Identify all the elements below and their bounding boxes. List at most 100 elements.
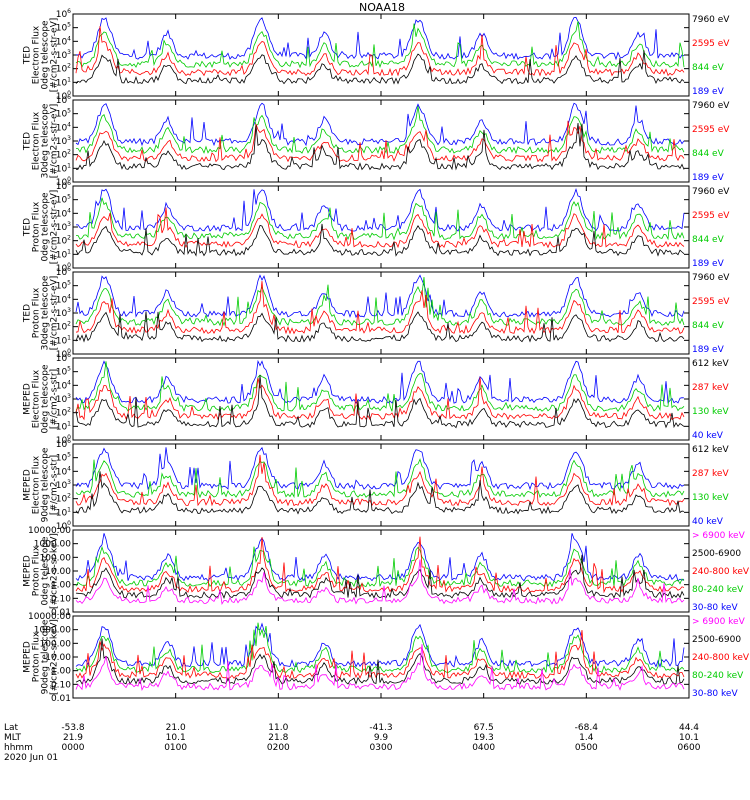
legend-entry: 287 keV — [692, 469, 729, 479]
legend-entry: 2595 eV — [692, 297, 730, 307]
series-blue-trace — [75, 359, 685, 404]
series-black-trace — [75, 471, 685, 515]
series-red-trace — [75, 120, 685, 163]
legend-entry: 287 keV — [692, 383, 729, 393]
x-tick-label-mlt: 9.9 — [374, 733, 389, 743]
legend-entry: 2595 eV — [692, 39, 730, 49]
legend-entry: 7960 eV — [692, 101, 730, 111]
y-tick-label: 0.10 — [51, 594, 71, 604]
series-blue-trace — [75, 622, 685, 669]
series-black-trace — [75, 122, 685, 171]
legend-entry: > 6900 keV — [692, 617, 746, 627]
legend-entry: 80-240 keV — [692, 671, 744, 681]
series-blue-trace — [75, 16, 685, 61]
series-red-trace — [75, 377, 685, 421]
panel-frame — [72, 185, 690, 269]
series-red-trace — [75, 454, 685, 507]
y-tick-label: 100.00 — [40, 553, 72, 563]
series-green-trace — [75, 622, 685, 674]
legend-entry: 30-80 keV — [692, 603, 738, 613]
x-row-label: MLT — [4, 733, 22, 743]
x-tick-label-hhmm: 0600 — [678, 743, 701, 753]
y-tick-label: 10000.00 — [28, 612, 71, 622]
legend-entry: 2595 eV — [692, 211, 730, 221]
x-tick-label-lat: 67.5 — [474, 723, 494, 733]
legend-entry: 240-800 keV — [692, 567, 750, 577]
x-tick-label-mlt: 10.1 — [166, 733, 186, 743]
legend-entry: 2500-6900 — [692, 635, 741, 645]
x-row-label: 2020 Jun 01 — [4, 753, 58, 763]
legend-entry: 844 eV — [692, 63, 725, 73]
legend-entry: 189 eV — [692, 173, 725, 183]
x-tick-label-mlt: 10.1 — [679, 733, 699, 743]
y-axis-label: MEPEDProton Flux0deg telescope[#/cm2-s-s… — [23, 533, 60, 609]
legend-entry: 612 keV — [692, 359, 729, 369]
series-green-trace — [75, 277, 685, 327]
x-tick-label-hhmm: 0300 — [370, 743, 393, 753]
legend-entry: 189 eV — [692, 259, 725, 269]
series-red-trace — [75, 536, 685, 594]
legend-entry: 844 eV — [692, 149, 725, 159]
y-axis-label: TEDElectron Flux30deg telescope[#/cm2-s-… — [23, 103, 60, 178]
legend-entry: 240-800 keV — [692, 653, 750, 663]
x-tick-label-hhmm: 0500 — [575, 743, 598, 753]
series-red-trace — [75, 26, 685, 77]
y-tick-label: 106 — [56, 438, 71, 450]
panel-frame — [72, 13, 690, 97]
series-blue-trace — [75, 446, 685, 491]
y-tick-label: 0.01 — [51, 608, 71, 618]
series-green-trace — [75, 361, 685, 413]
y-axis-label: TEDElectron Flux0deg telescope[#/cm2-s-s… — [23, 18, 60, 93]
series-green-trace — [75, 545, 685, 588]
y-axis-label: MEPEDElectron Flux90deg telescope[#/cm2-… — [23, 447, 60, 522]
legend-entry: 612 keV — [692, 445, 729, 455]
y-tick-label: 106 — [56, 352, 71, 364]
y-tick-label: 1.00 — [51, 667, 71, 677]
x-row-label: Lat — [4, 723, 19, 733]
y-tick-label: 10.00 — [45, 567, 71, 577]
legend-entry: 130 keV — [692, 493, 729, 503]
x-tick-label-mlt: 1.4 — [579, 733, 594, 743]
series-black-trace — [75, 375, 685, 429]
y-tick-label: 100.00 — [40, 639, 72, 649]
series-black-trace — [75, 638, 685, 686]
series-red-trace — [75, 630, 685, 680]
series-blue-trace — [75, 274, 685, 319]
series-black-trace — [75, 223, 685, 257]
chart-title: NOAA18 — [359, 1, 405, 14]
legend-entry: 2595 eV — [692, 125, 730, 135]
x-tick-label-lat: 11.0 — [268, 723, 288, 733]
legend-entry: 30-80 keV — [692, 689, 738, 699]
legend-entry: 7960 eV — [692, 273, 730, 283]
x-row-label: hhmm — [4, 743, 33, 753]
x-tick-label-hhmm: 0100 — [164, 743, 187, 753]
y-axis-label: TEDProton Flux30deg telescope[#/cm2-s-st… — [23, 275, 60, 350]
legend-entry: 40 keV — [692, 517, 724, 527]
y-axis-label: TEDProton Flux0deg telescope[#/cm2-s-str… — [23, 190, 60, 265]
x-tick-label-mlt: 21.8 — [268, 733, 288, 743]
legend-entry: 7960 eV — [692, 187, 730, 197]
x-tick-label-mlt: 19.3 — [474, 733, 494, 743]
x-tick-label-mlt: 21.9 — [63, 733, 83, 743]
legend-entry: 80-240 keV — [692, 585, 744, 595]
panel-7: 10000.00 1000.00 100.00 10.00 1.00 0.10 0.01ME… — [23, 526, 750, 618]
x-tick-label-lat: -41.3 — [369, 723, 392, 733]
legend-entry: 844 eV — [692, 321, 725, 331]
series-black-trace — [75, 311, 685, 343]
series-black-trace — [75, 554, 685, 599]
y-tick-label: 1000.00 — [34, 540, 71, 550]
legend-entry: 2500-6900 — [692, 549, 741, 559]
legend-entry: 130 keV — [692, 407, 729, 417]
x-tick-label-lat: -53.8 — [61, 723, 85, 733]
series-green-trace — [75, 106, 685, 155]
legend-entry: > 6900 keV — [692, 531, 746, 541]
x-tick-label-hhmm: 0000 — [62, 743, 85, 753]
